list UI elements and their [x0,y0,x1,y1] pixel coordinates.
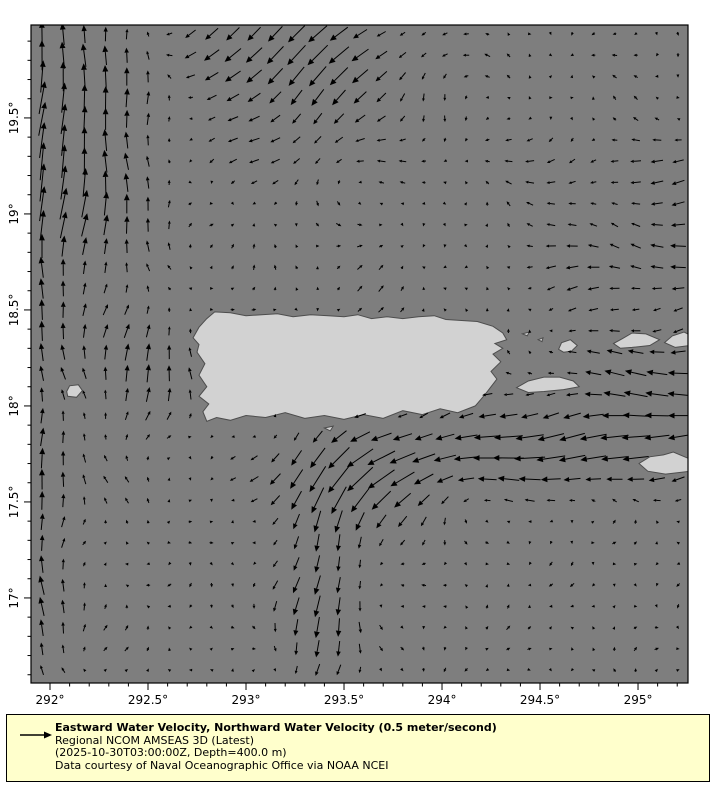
axis-tick-labels: 292° 292.5° 293° 293.5° 294° 294.5° 295° 17° 17.… [7,102,652,707]
x-tick-label: 292.5° [128,693,168,707]
island-vieques [515,376,581,394]
velocity-arrows-layer [38,25,688,676]
island-icacos-cay [520,331,531,337]
legend-title: Eastward Water Velocity, Northward Water… [55,721,497,734]
legend-credit: Data courtesy of Naval Oceanographic Off… [55,758,389,772]
island-tortola [663,331,688,348]
island-culebra [557,339,579,353]
legend-box: Eastward Water Velocity, Northward Water… [6,714,710,782]
island-mona [66,384,84,398]
island-st-thomas [612,332,661,349]
map-canvas: 292° 292.5° 293° 293.5° 294° 294.5° 295° 17° 17.… [7,24,689,707]
y-tick-label: 17° [7,587,21,608]
island-st-croix [638,451,688,475]
y-tick-label: 19.5° [7,102,21,135]
island-palominos-cay [536,336,544,343]
axis-ticks [24,40,678,690]
legend-dataset: Regional NCOM AMSEAS 3D (Latest) [55,733,254,747]
x-tick-label: 292° [36,693,65,707]
island-caja-de-muertos [322,425,335,432]
y-tick-label: 18° [7,395,21,416]
legend-time-depth: (2025-10-30T03:00:00Z, Depth=400.0 m) [55,746,287,760]
x-tick-label: 294.5° [520,693,560,707]
islands-layer [66,311,688,475]
x-tick-label: 293° [232,693,261,707]
legend-reference-arrow-icon [20,731,52,739]
x-tick-label: 295° [624,693,653,707]
x-tick-label: 294° [428,693,457,707]
y-tick-label: 18.5° [7,294,21,327]
x-tick-label: 293.5° [324,693,364,707]
y-tick-label: 17.5° [7,486,21,519]
y-tick-label: 19° [7,203,21,224]
map-frame [30,24,689,684]
island-puerto-rico [192,311,508,422]
